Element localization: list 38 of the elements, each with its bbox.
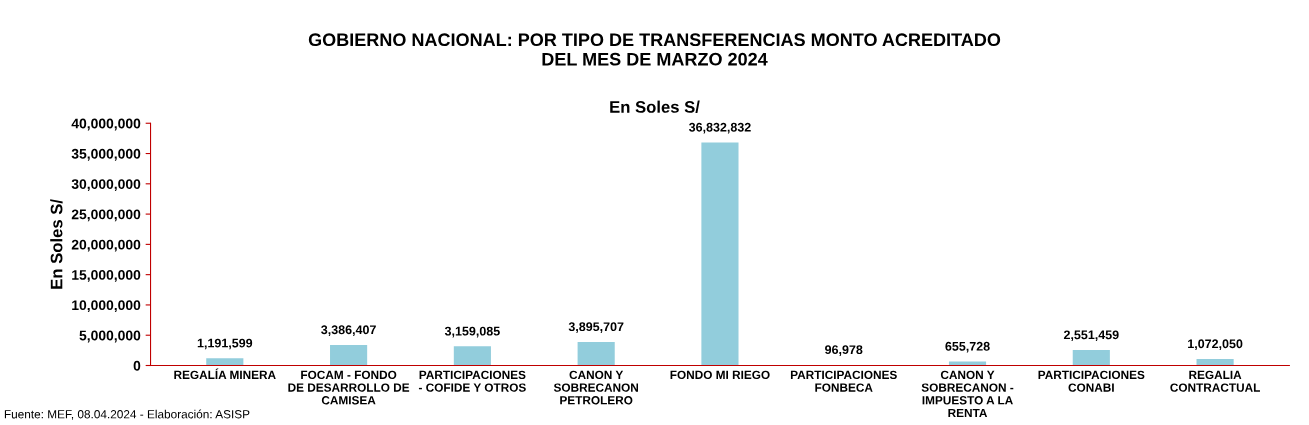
bar bbox=[206, 358, 244, 366]
y-axis-title: En Soles S/ bbox=[50, 199, 63, 289]
data-label: 96,978 bbox=[825, 345, 863, 356]
data-label: 3,895,707 bbox=[568, 322, 624, 333]
data-label: 2,551,459 bbox=[1063, 330, 1119, 342]
x-tick-label: REGALÍA MINERA bbox=[174, 368, 276, 380]
bar bbox=[330, 344, 368, 366]
chart-subtitle: En Soles S/ bbox=[610, 100, 700, 114]
bar bbox=[1072, 350, 1110, 366]
y-tick-label: 20,000,000 bbox=[71, 239, 141, 252]
y-tick-label: 40,000,000 bbox=[71, 118, 141, 131]
data-label: 3,159,085 bbox=[444, 326, 500, 338]
y-tick-label: 5,000,000 bbox=[79, 330, 141, 343]
bar bbox=[453, 346, 491, 366]
y-tick-label: 25,000,000 bbox=[71, 209, 141, 222]
bar bbox=[701, 142, 739, 366]
chart-title: GOBIERNO NACIONAL: POR TIPO DE TRANSFERENCIAS MONTO ACREDITADO DEL MES DE MARZO 2024 bbox=[308, 33, 1001, 66]
y-tick-label: 10,000,000 bbox=[72, 300, 141, 313]
data-label: 36,832,832 bbox=[688, 122, 751, 134]
y-tick-label: 30,000,000 bbox=[71, 179, 141, 191]
y-tick-label: 0 bbox=[133, 360, 141, 371]
y-tick-label: 15,000,000 bbox=[72, 269, 141, 282]
data-label: 655,728 bbox=[945, 341, 990, 353]
y-tick-label: 35,000,000 bbox=[71, 148, 141, 161]
data-label: 1,072,050 bbox=[1188, 339, 1243, 351]
x-tick-label: PARTICIPACIONES CONABI bbox=[1038, 370, 1145, 392]
x-tick-label: CANON Y SOBRECANON - IMPUESTO A LA RENTA bbox=[921, 370, 1014, 418]
bar bbox=[1196, 359, 1234, 366]
x-tick-label: PARTICIPACIONES - COFIDE Y OTROS bbox=[418, 370, 526, 392]
x-tick-label: PARTICIPACIONES FONBECA bbox=[790, 370, 897, 392]
data-label: 3,386,407 bbox=[321, 325, 376, 336]
x-tick-label: CANON Y SOBRECANON PETROLERO bbox=[553, 370, 638, 405]
x-tick-label: REGALIA CONTRACTUAL bbox=[1170, 370, 1260, 392]
source-note: Fuente: MEF, 08.04.2024 - Elaboración: ASISP bbox=[4, 409, 250, 420]
data-label: 1,191,599 bbox=[197, 338, 253, 350]
x-tick-label: FONDO MI RIEGO bbox=[670, 370, 770, 380]
x-tick-label: FOCAM - FONDO DE DESARROLLO DE CAMISEA bbox=[288, 370, 410, 405]
bar bbox=[577, 341, 615, 366]
